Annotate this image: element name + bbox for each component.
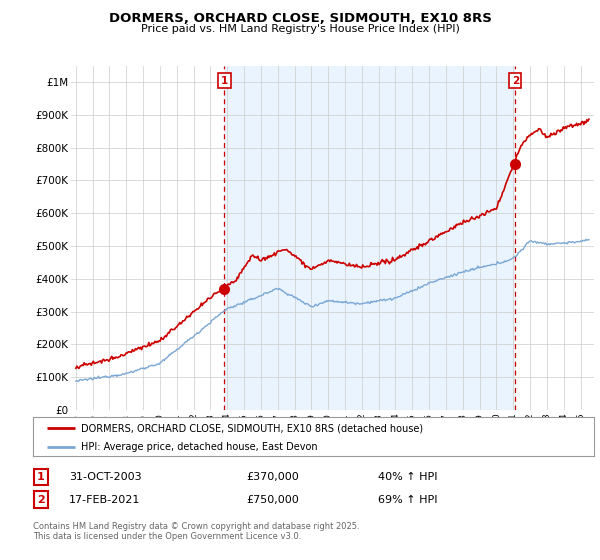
Text: £370,000: £370,000: [246, 472, 299, 482]
Text: 1: 1: [221, 76, 228, 86]
Text: DORMERS, ORCHARD CLOSE, SIDMOUTH, EX10 8RS (detached house): DORMERS, ORCHARD CLOSE, SIDMOUTH, EX10 8…: [80, 423, 423, 433]
Text: DORMERS, ORCHARD CLOSE, SIDMOUTH, EX10 8RS: DORMERS, ORCHARD CLOSE, SIDMOUTH, EX10 8…: [109, 12, 491, 25]
Text: HPI: Average price, detached house, East Devon: HPI: Average price, detached house, East…: [80, 442, 317, 451]
Text: 40% ↑ HPI: 40% ↑ HPI: [378, 472, 437, 482]
Text: 1: 1: [37, 472, 44, 482]
Text: 17-FEB-2021: 17-FEB-2021: [69, 494, 140, 505]
Bar: [224, 66, 515, 410]
Text: Contains HM Land Registry data © Crown copyright and database right 2025.
This d: Contains HM Land Registry data © Crown c…: [33, 522, 359, 542]
Text: £750,000: £750,000: [246, 494, 299, 505]
Text: Price paid vs. HM Land Registry's House Price Index (HPI): Price paid vs. HM Land Registry's House …: [140, 24, 460, 34]
Text: 31-OCT-2003: 31-OCT-2003: [69, 472, 142, 482]
Text: 2: 2: [512, 76, 519, 86]
Text: 2: 2: [37, 494, 44, 505]
Text: 69% ↑ HPI: 69% ↑ HPI: [378, 494, 437, 505]
